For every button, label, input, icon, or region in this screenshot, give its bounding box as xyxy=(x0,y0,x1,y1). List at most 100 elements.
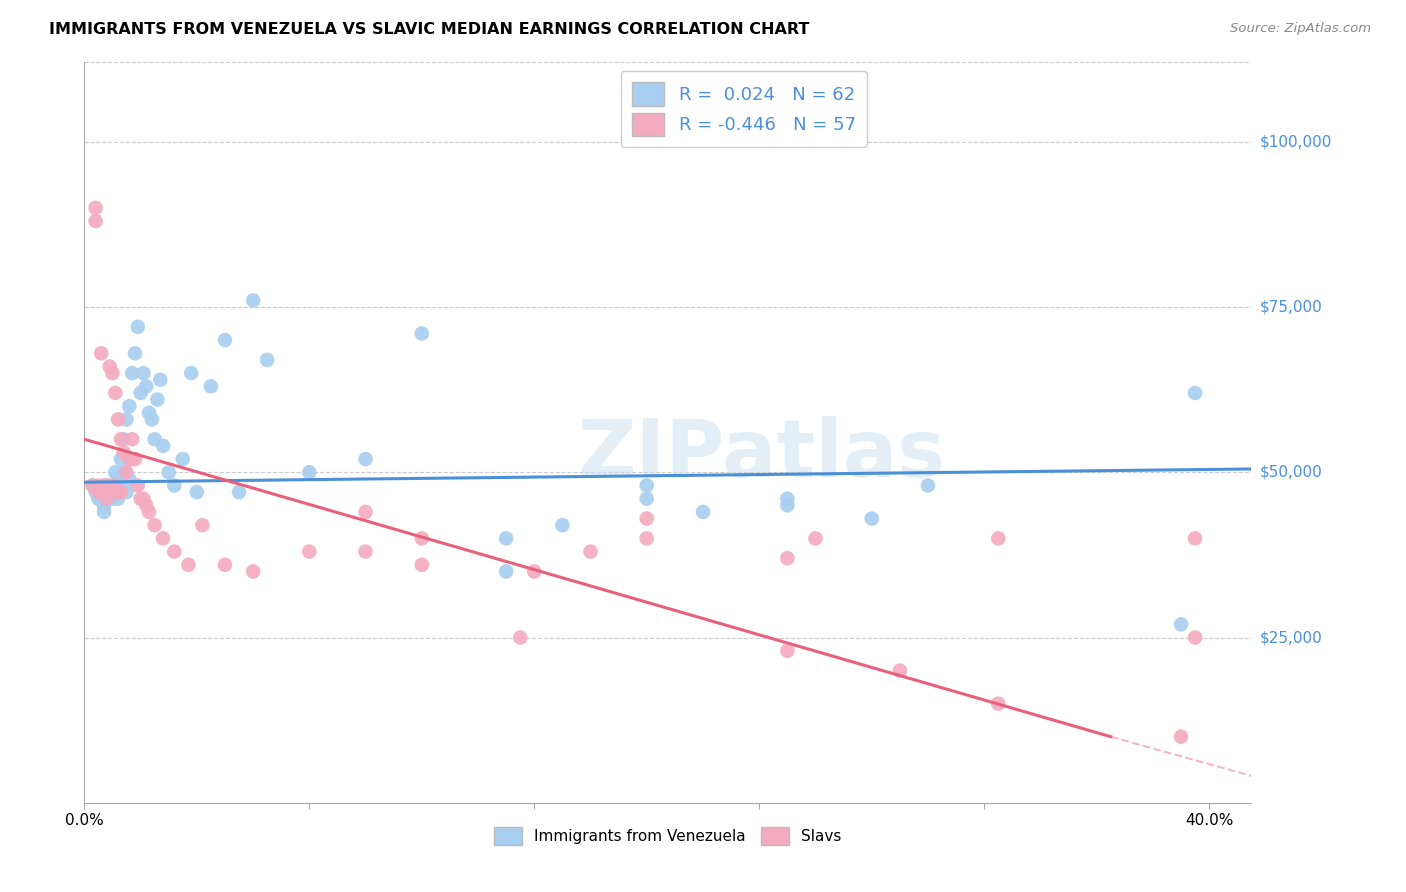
Point xyxy=(82,478,104,492)
Point xyxy=(110,485,132,500)
Point xyxy=(101,478,124,492)
Point xyxy=(523,565,546,579)
Point xyxy=(177,558,200,572)
Point xyxy=(776,499,799,513)
Point xyxy=(104,386,127,401)
Point xyxy=(96,491,118,506)
Point xyxy=(889,664,911,678)
Point xyxy=(138,505,160,519)
Point xyxy=(96,478,118,492)
Point xyxy=(228,485,250,500)
Point xyxy=(96,491,118,506)
Point xyxy=(636,532,658,546)
Point xyxy=(121,432,143,446)
Point xyxy=(93,485,115,500)
Point xyxy=(987,532,1010,546)
Point xyxy=(495,532,517,546)
Point xyxy=(1184,532,1206,546)
Point xyxy=(104,485,127,500)
Point xyxy=(129,386,152,401)
Point xyxy=(107,491,129,506)
Point xyxy=(98,359,121,374)
Point xyxy=(354,452,377,467)
Point xyxy=(551,518,574,533)
Point xyxy=(127,478,149,492)
Point xyxy=(101,491,124,506)
Point xyxy=(1184,631,1206,645)
Text: $25,000: $25,000 xyxy=(1260,630,1323,645)
Point xyxy=(186,485,208,500)
Point xyxy=(127,319,149,334)
Point xyxy=(98,485,121,500)
Point xyxy=(121,366,143,380)
Text: ZIPatlas: ZIPatlas xyxy=(576,416,945,494)
Point xyxy=(101,478,124,492)
Point xyxy=(242,565,264,579)
Point xyxy=(776,644,799,658)
Point xyxy=(214,333,236,347)
Point xyxy=(411,532,433,546)
Point xyxy=(1184,386,1206,401)
Point xyxy=(115,485,138,500)
Point xyxy=(132,366,155,380)
Point xyxy=(124,452,146,467)
Point xyxy=(82,478,104,492)
Point xyxy=(87,491,110,506)
Point xyxy=(579,544,602,558)
Point xyxy=(115,465,138,479)
Point xyxy=(112,465,135,479)
Point xyxy=(84,201,107,215)
Point xyxy=(143,432,166,446)
Point xyxy=(636,491,658,506)
Point xyxy=(242,293,264,308)
Point xyxy=(1170,730,1192,744)
Point xyxy=(87,478,110,492)
Text: $75,000: $75,000 xyxy=(1260,300,1323,315)
Point xyxy=(90,491,112,506)
Point xyxy=(860,511,883,525)
Point xyxy=(200,379,222,393)
Point xyxy=(509,631,531,645)
Point xyxy=(298,544,321,558)
Point xyxy=(636,478,658,492)
Point xyxy=(804,532,827,546)
Point xyxy=(118,399,141,413)
Point xyxy=(110,432,132,446)
Text: $100,000: $100,000 xyxy=(1260,135,1331,149)
Text: Source: ZipAtlas.com: Source: ZipAtlas.com xyxy=(1230,22,1371,36)
Point xyxy=(90,485,112,500)
Point xyxy=(191,518,214,533)
Point xyxy=(256,352,278,367)
Point xyxy=(93,499,115,513)
Point xyxy=(180,366,202,380)
Point xyxy=(135,499,157,513)
Point xyxy=(163,544,186,558)
Point xyxy=(115,412,138,426)
Point xyxy=(138,406,160,420)
Text: IMMIGRANTS FROM VENEZUELA VS SLAVIC MEDIAN EARNINGS CORRELATION CHART: IMMIGRANTS FROM VENEZUELA VS SLAVIC MEDI… xyxy=(49,22,810,37)
Point xyxy=(411,558,433,572)
Point xyxy=(107,472,129,486)
Point xyxy=(107,485,129,500)
Point xyxy=(101,366,124,380)
Point xyxy=(692,505,714,519)
Point xyxy=(96,478,118,492)
Point xyxy=(93,505,115,519)
Point xyxy=(135,379,157,393)
Point xyxy=(107,412,129,426)
Point xyxy=(118,472,141,486)
Point xyxy=(104,478,127,492)
Point xyxy=(636,511,658,525)
Point xyxy=(1170,617,1192,632)
Point xyxy=(298,465,321,479)
Point xyxy=(146,392,169,407)
Point xyxy=(141,412,163,426)
Point xyxy=(152,439,174,453)
Point xyxy=(157,465,180,479)
Point xyxy=(93,478,115,492)
Point xyxy=(129,491,152,506)
Legend: Immigrants from Venezuela, Slavs: Immigrants from Venezuela, Slavs xyxy=(488,821,848,851)
Point xyxy=(84,214,107,228)
Point xyxy=(987,697,1010,711)
Point xyxy=(152,532,174,546)
